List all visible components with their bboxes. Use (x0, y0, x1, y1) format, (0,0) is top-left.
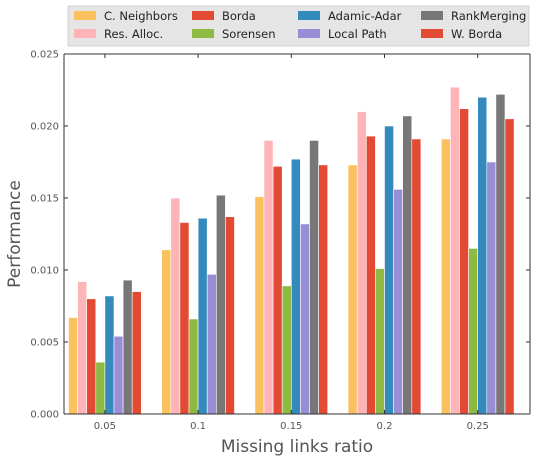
y-tick-label: 0.025 (30, 50, 59, 61)
x-tick-label: 0.05 (94, 421, 116, 432)
bar-borda-0.15 (272, 166, 283, 415)
x-axis-label: Missing links ratio (221, 437, 373, 457)
bar-adamic-adar-0.05 (104, 295, 115, 415)
legend-swatch-borda (192, 11, 214, 20)
axes-frame (63, 53, 531, 415)
bar-res-alloc-0.1 (170, 197, 181, 415)
bar-local-path-0.05 (113, 335, 124, 415)
x-tick-label: 0.2 (377, 421, 393, 432)
bar-res-alloc-0.05 (77, 281, 87, 415)
legend-swatch-sorensen (192, 29, 214, 38)
bar-w-borda-0.05 (131, 291, 142, 415)
legend: C. Neighbors Res. Alloc. Borda Sorensen Adam… (67, 5, 530, 47)
bar-borda-0.05 (86, 298, 97, 415)
bar-rankmerging-0.05 (122, 279, 133, 415)
bar-res-alloc-0.15 (263, 140, 274, 415)
legend-label-adamic-adar: Adamic-Adar (328, 9, 402, 23)
legend-swatch-adamic-adar (298, 11, 320, 20)
x-tick-label: 0.25 (467, 421, 489, 432)
bar-local-path-0.15 (300, 223, 310, 415)
y-tick-label: 0.000 (30, 410, 59, 421)
legend-label-res-alloc: Res. Alloc. (104, 27, 163, 41)
bar-rankmerging-0.15 (309, 140, 319, 415)
bar-c-neighbors-0.1 (161, 249, 172, 415)
legend-label-sorensen: Sorensen (222, 27, 276, 41)
legend-swatch-rankmerging (421, 11, 443, 20)
bar-sorensen-0.05 (95, 361, 106, 415)
legend-label-local-path: Local Path (328, 27, 387, 41)
legend-swatch-c-neighbors (74, 11, 96, 20)
bar-rankmerging-0.1 (216, 194, 226, 415)
bar-sorensen-0.1 (188, 318, 199, 415)
bar-w-borda-0.1 (225, 216, 235, 415)
bar-borda-0.25 (459, 108, 469, 415)
bar-adamic-adar-0.2 (384, 125, 394, 415)
bar-c-neighbors-0.25 (440, 138, 451, 415)
y-tick-label: 0.015 (30, 194, 59, 205)
bar-sorensen-0.25 (468, 248, 479, 415)
x-axis-ticks: 0.05 0.1 0.15 0.2 0.25 (94, 54, 489, 432)
y-tick-label: 0.010 (30, 266, 59, 277)
legend-swatch-w-borda (421, 29, 443, 38)
legend-swatch-res-alloc (74, 29, 96, 38)
bar-c-neighbors-0.05 (68, 317, 78, 415)
y-tick-label: 0.020 (30, 122, 59, 133)
bar-adamic-adar-0.15 (290, 158, 301, 415)
bar-local-path-0.25 (486, 161, 497, 415)
bar-adamic-adar-0.1 (197, 217, 208, 415)
bar-borda-0.1 (179, 222, 190, 415)
bar-sorensen-0.15 (281, 285, 292, 415)
legend-label-rankmerging: RankMerging (451, 9, 526, 23)
legend-swatch-local-path (298, 29, 320, 38)
y-axis-ticks: 0.000 0.005 0.010 0.015 0.020 0.025 (30, 50, 530, 421)
y-tick-label: 0.005 (30, 338, 59, 349)
legend-label-w-borda: W. Borda (451, 27, 502, 41)
bar-w-borda-0.25 (504, 118, 515, 415)
y-axis-label: Performance (5, 180, 25, 288)
x-tick-label: 0.1 (190, 421, 206, 432)
bar-sorensen-0.2 (375, 268, 385, 415)
bar-rankmerging-0.25 (495, 94, 506, 415)
bar-local-path-0.1 (206, 274, 217, 415)
bar-rankmerging-0.2 (402, 115, 413, 415)
x-tick-label: 0.15 (280, 421, 302, 432)
bar-w-borda-0.2 (411, 138, 422, 415)
bar-adamic-adar-0.25 (477, 96, 488, 415)
bar-local-path-0.2 (393, 189, 404, 415)
bar-res-alloc-0.2 (356, 111, 367, 415)
legend-label-c-neighbors: C. Neighbors (104, 9, 178, 23)
legend-label-borda: Borda (222, 9, 256, 23)
bar-borda-0.2 (365, 135, 376, 415)
bar-res-alloc-0.25 (450, 86, 460, 415)
bar-c-neighbors-0.2 (347, 164, 358, 415)
bar-c-neighbors-0.15 (254, 196, 265, 415)
bar-w-borda-0.15 (318, 164, 329, 415)
